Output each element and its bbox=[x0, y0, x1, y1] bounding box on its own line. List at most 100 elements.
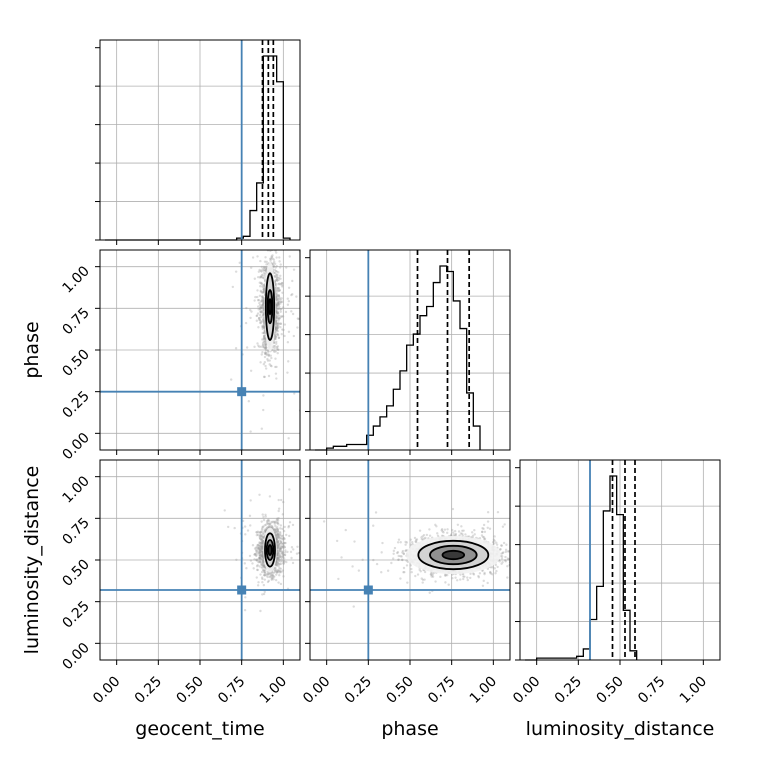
sample-point bbox=[422, 534, 426, 537]
sample-point bbox=[262, 320, 265, 323]
sample-point bbox=[262, 569, 266, 572]
sample-point bbox=[276, 301, 280, 305]
x-axis-label-phase: phase bbox=[381, 718, 438, 740]
sample-point bbox=[444, 574, 447, 577]
sample-point bbox=[262, 536, 265, 539]
sample-point bbox=[245, 346, 249, 349]
sample-point bbox=[271, 520, 274, 523]
sample-point bbox=[275, 365, 278, 369]
sample-point bbox=[261, 303, 264, 307]
sample-point bbox=[280, 542, 283, 545]
sample-point bbox=[259, 269, 263, 273]
sample-point bbox=[481, 526, 484, 530]
sample-point bbox=[260, 538, 263, 542]
x-axis-label-geocent-time: geocent_time bbox=[135, 718, 264, 740]
sample-point bbox=[260, 538, 263, 541]
sample-point bbox=[464, 533, 467, 536]
sample-point bbox=[344, 528, 347, 532]
sample-point bbox=[277, 533, 280, 536]
sample-point bbox=[278, 570, 281, 573]
sample-point bbox=[472, 573, 476, 576]
sample-point bbox=[266, 572, 270, 576]
sample-point bbox=[292, 268, 296, 271]
sample-point bbox=[275, 573, 278, 576]
sample-point bbox=[234, 347, 238, 350]
sample-point bbox=[258, 554, 261, 558]
sample-point bbox=[261, 540, 264, 543]
sample-point bbox=[248, 554, 252, 558]
sample-point bbox=[264, 347, 267, 350]
sample-point bbox=[466, 578, 469, 582]
sample-point bbox=[352, 605, 355, 608]
sample-point bbox=[256, 558, 259, 561]
sample-point bbox=[277, 544, 281, 547]
sample-point bbox=[251, 256, 255, 259]
sample-point bbox=[482, 536, 486, 539]
sample-point bbox=[265, 573, 268, 576]
sample-point bbox=[405, 564, 409, 567]
sample-point bbox=[297, 551, 300, 555]
sample-point bbox=[505, 543, 508, 546]
sample-point bbox=[276, 316, 279, 320]
sample-point bbox=[279, 322, 283, 326]
sample-point bbox=[420, 536, 423, 539]
sample-point bbox=[277, 302, 280, 306]
sample-point bbox=[416, 573, 420, 576]
sample-point bbox=[421, 581, 424, 584]
sample-point bbox=[494, 563, 497, 567]
sample-point bbox=[275, 294, 279, 297]
sample-point bbox=[256, 530, 260, 533]
sample-point bbox=[480, 530, 484, 534]
panel-geocent-time-vs-phase: 0.000.250.500.751.00 bbox=[59, 249, 301, 463]
sample-point bbox=[273, 575, 276, 578]
sample-point bbox=[275, 274, 278, 277]
sample-point bbox=[258, 550, 262, 553]
sample-point bbox=[282, 561, 285, 565]
sample-point bbox=[400, 558, 404, 562]
sample-point bbox=[260, 547, 264, 551]
sample-point bbox=[283, 560, 286, 563]
sample-point bbox=[278, 549, 281, 553]
sample-point bbox=[275, 519, 278, 522]
sample-point bbox=[507, 558, 510, 561]
sample-point bbox=[276, 528, 279, 531]
sample-point bbox=[261, 559, 265, 563]
sample-point bbox=[261, 554, 264, 557]
sample-point bbox=[489, 571, 492, 574]
sample-point bbox=[262, 302, 265, 306]
sample-point bbox=[262, 563, 265, 566]
sample-point bbox=[291, 293, 294, 296]
sample-point bbox=[277, 498, 280, 502]
sample-point bbox=[259, 275, 262, 278]
sample-point bbox=[276, 571, 279, 574]
sample-point bbox=[256, 547, 259, 551]
sample-point bbox=[275, 279, 279, 282]
sample-point bbox=[258, 318, 261, 321]
sample-point bbox=[249, 316, 252, 320]
sample-point bbox=[276, 297, 280, 300]
sample-point bbox=[276, 330, 280, 333]
sample-point bbox=[249, 430, 252, 433]
sample-point bbox=[280, 570, 283, 574]
sample-point bbox=[261, 341, 265, 345]
sample-point bbox=[495, 543, 499, 546]
sample-point bbox=[419, 570, 422, 573]
sample-point bbox=[260, 305, 263, 308]
sample-point bbox=[257, 308, 260, 311]
sample-point bbox=[259, 549, 263, 553]
sample-point bbox=[281, 553, 285, 557]
sample-point bbox=[275, 571, 279, 574]
sample-point bbox=[280, 551, 284, 555]
sample-point bbox=[262, 323, 266, 327]
sample-point bbox=[264, 342, 267, 345]
sample-point bbox=[451, 576, 454, 580]
sample-point bbox=[261, 560, 265, 564]
sample-point bbox=[283, 541, 286, 545]
sample-point bbox=[272, 265, 276, 268]
sample-point bbox=[262, 318, 265, 321]
sample-point bbox=[275, 328, 279, 331]
sample-point bbox=[463, 575, 466, 578]
sample-point bbox=[262, 322, 266, 325]
contour-line bbox=[264, 272, 276, 341]
sample-point bbox=[278, 289, 281, 292]
